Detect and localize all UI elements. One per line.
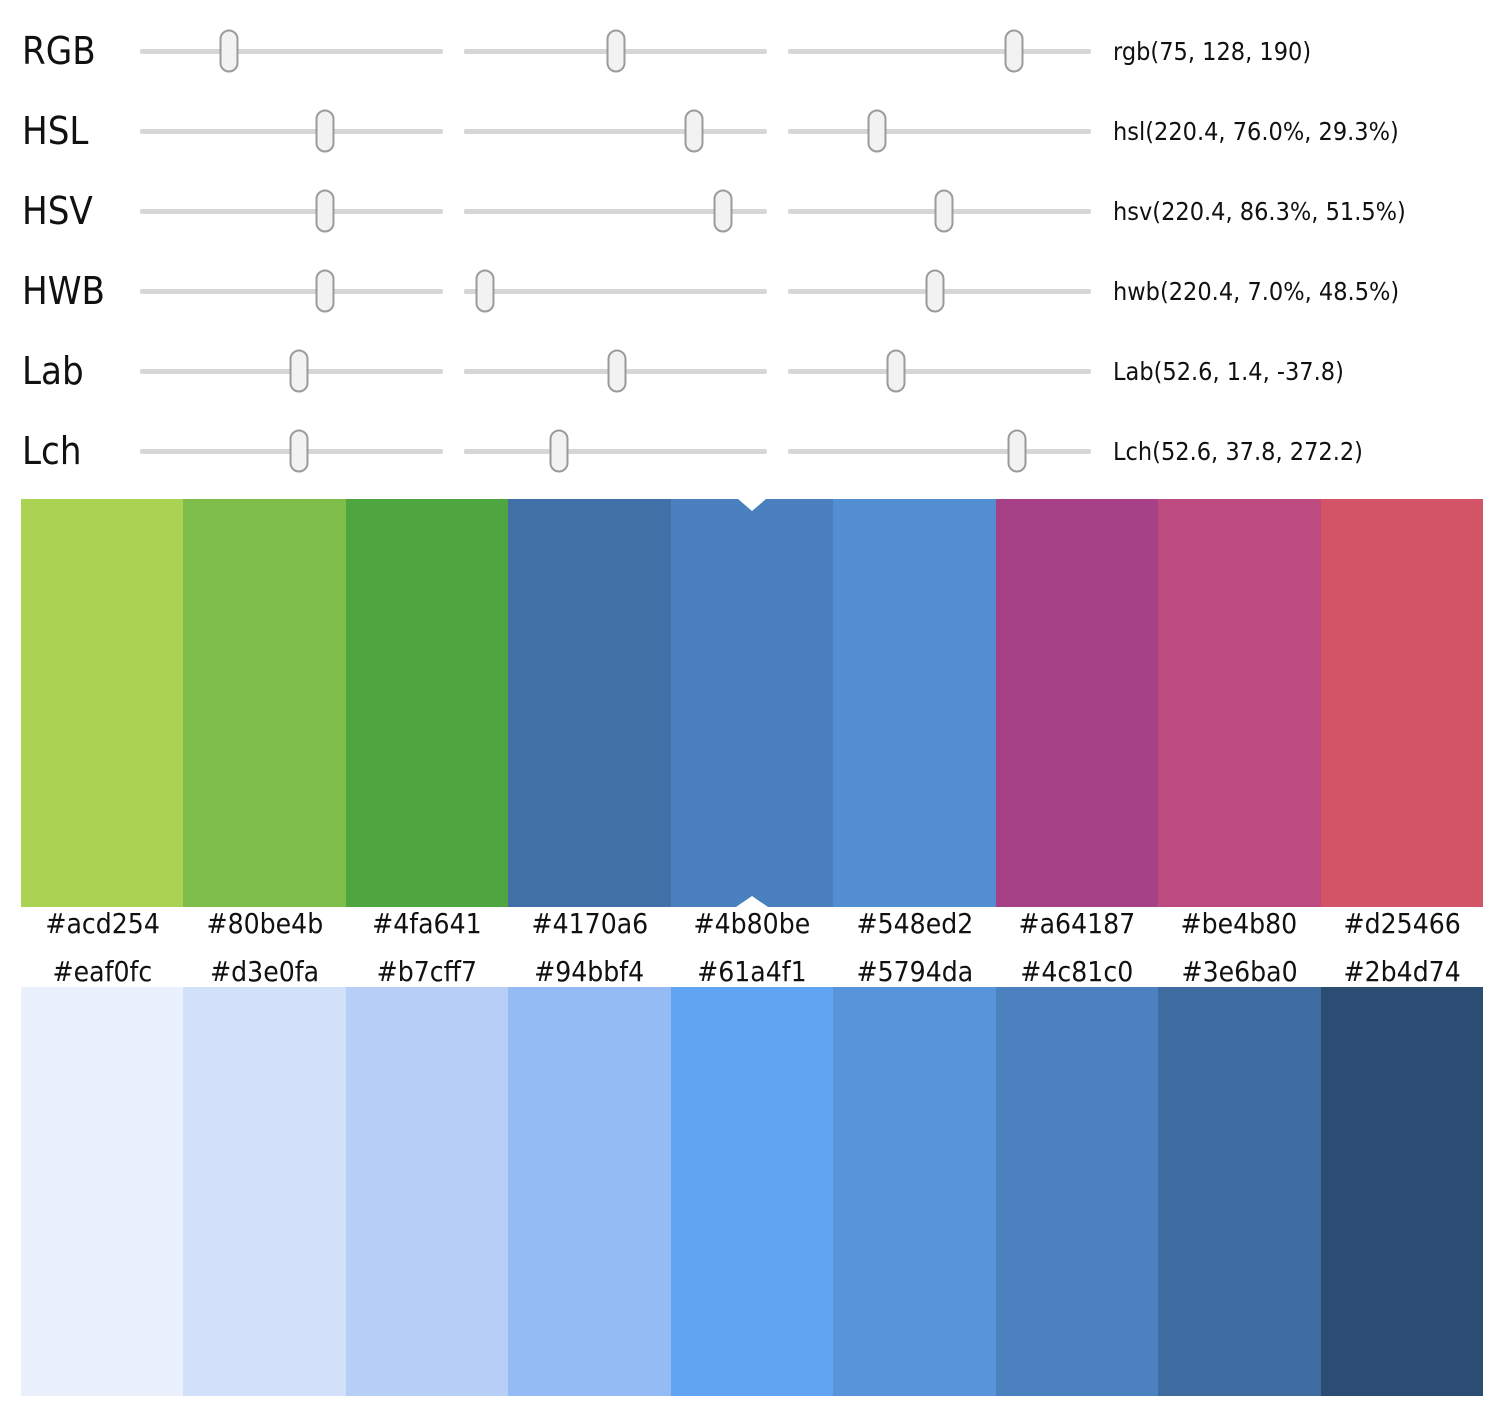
shade-swatch-2[interactable] [183, 987, 346, 1396]
slider-track-rgb-3[interactable] [788, 29, 1091, 73]
shade-swatch-6[interactable] [833, 987, 996, 1396]
slider-row-hsv: HSV hsv(220.4, 86.3%, 51.5%) [0, 171, 1501, 251]
slider-track-hsv-3[interactable] [788, 189, 1091, 233]
slider-thumb-rgb-2[interactable] [606, 29, 626, 73]
slider-row-hsl: HSL hsl(220.4, 76.0%, 29.3%) [0, 91, 1501, 171]
slider-track-lab-2[interactable] [464, 349, 767, 393]
main-swatch-2[interactable] [183, 499, 346, 907]
color-value-hsv: hsv(220.4, 86.3%, 51.5%) [1113, 196, 1406, 226]
slider-track-hsv-2[interactable] [464, 189, 767, 233]
selected-color-marker-top [737, 499, 766, 511]
color-value-hwb: hwb(220.4, 7.0%, 48.5%) [1113, 276, 1400, 306]
slider-track-hwb-1[interactable] [140, 269, 443, 313]
slider-track-lab-3[interactable] [788, 349, 1091, 393]
shade-hex-label-9: #2b4d74 [1343, 954, 1461, 988]
slider-thumb-hsv-2[interactable] [713, 189, 733, 233]
slider-thumb-lch-3[interactable] [1007, 429, 1027, 473]
color-value-lab: Lab(52.6, 1.4, -37.8) [1113, 356, 1344, 386]
main-swatch-9[interactable] [1320, 499, 1483, 907]
colorspace-label-hsv: HSV [22, 189, 93, 233]
shade-hex-label-6: #5794da [856, 954, 973, 988]
slider-thumb-lab-1[interactable] [289, 349, 309, 393]
shade-hex-label-2: #d3e0fa [210, 954, 320, 988]
selected-color-marker-bottom [735, 896, 768, 907]
slider-thumb-hwb-3[interactable] [925, 269, 945, 313]
slider-track-lch-1[interactable] [140, 429, 443, 473]
slider-thumb-lch-1[interactable] [289, 429, 309, 473]
slider-thumb-hsl-3[interactable] [867, 109, 887, 153]
main-hex-label-1: #acd254 [44, 906, 160, 940]
main-swatch-5[interactable] [670, 499, 834, 907]
slider-thumb-lch-2[interactable] [549, 429, 569, 473]
slider-track-hsl-2[interactable] [464, 109, 767, 153]
slider-thumb-lab-2[interactable] [607, 349, 627, 393]
main-hex-label-8: #be4b80 [1180, 906, 1298, 940]
slider-row-lab: Lab Lab(52.6, 1.4, -37.8) [0, 331, 1501, 411]
main-palette-strip [21, 499, 1483, 907]
slider-track-hsv-1[interactable] [140, 189, 443, 233]
slider-row-lch: Lch Lch(52.6, 37.8, 272.2) [0, 411, 1501, 491]
main-swatch-8[interactable] [1158, 499, 1321, 907]
main-swatch-1[interactable] [21, 499, 184, 907]
main-hex-label-6: #548ed2 [856, 906, 973, 940]
color-value-rgb: rgb(75, 128, 190) [1113, 36, 1312, 66]
slider-row-rgb: RGB rgb(75, 128, 190) [0, 11, 1501, 91]
main-swatch-6[interactable] [833, 499, 996, 907]
shade-swatch-8[interactable] [1158, 987, 1321, 1396]
slider-thumb-hwb-2[interactable] [475, 269, 495, 313]
colorspace-label-lab: Lab [22, 349, 84, 393]
slider-track-hwb-3[interactable] [788, 269, 1091, 313]
main-swatch-3[interactable] [345, 499, 509, 907]
shade-hex-label-5: #61a4f1 [697, 954, 807, 988]
shade-hex-label-4: #94bbf4 [534, 954, 645, 988]
main-swatch-4[interactable] [508, 499, 671, 907]
slider-thumb-rgb-1[interactable] [219, 29, 239, 73]
shade-palette-strip [21, 987, 1483, 1396]
shade-hex-label-7: #4c81c0 [1020, 954, 1134, 988]
main-hex-label-2: #80be4b [206, 906, 324, 940]
main-hex-label-4: #4170a6 [531, 906, 648, 940]
colorspace-label-hsl: HSL [22, 109, 89, 153]
slider-track-lab-1[interactable] [140, 349, 443, 393]
slider-track-hwb-2[interactable] [464, 269, 767, 313]
colorspace-label-hwb: HWB [22, 269, 105, 313]
slider-track-rgb-1[interactable] [140, 29, 443, 73]
shade-swatch-4[interactable] [508, 987, 671, 1396]
shade-hex-label-8: #3e6ba0 [1181, 954, 1298, 988]
colorspace-label-rgb: RGB [22, 29, 96, 73]
slider-thumb-hsl-1[interactable] [315, 109, 335, 153]
color-value-hsl: hsl(220.4, 76.0%, 29.3%) [1113, 116, 1399, 146]
shade-swatch-7[interactable] [995, 987, 1159, 1396]
shade-palette-hex-labels: #eaf0fc #d3e0fa #b7cff7 #94bbf4 #61a4f1 #5794… [21, 953, 1483, 989]
slider-thumb-lab-3[interactable] [886, 349, 906, 393]
slider-thumb-hwb-1[interactable] [315, 269, 335, 313]
shade-hex-label-3: #b7cff7 [376, 954, 478, 988]
color-value-lch: Lch(52.6, 37.8, 272.2) [1113, 436, 1363, 466]
slider-track-hsl-3[interactable] [788, 109, 1091, 153]
slider-track-rgb-2[interactable] [464, 29, 767, 73]
slider-thumb-hsl-2[interactable] [684, 109, 704, 153]
colorspace-label-lch: Lch [22, 429, 82, 473]
slider-track-lch-2[interactable] [464, 429, 767, 473]
shade-hex-label-1: #eaf0fc [52, 954, 153, 988]
shade-swatch-3[interactable] [345, 987, 509, 1396]
main-hex-label-5: #4b80be [693, 906, 811, 940]
main-hex-label-7: #a64187 [1018, 906, 1136, 940]
slider-row-hwb: HWB hwb(220.4, 7.0%, 48.5%) [0, 251, 1501, 331]
main-swatch-7[interactable] [995, 499, 1159, 907]
slider-thumb-hsv-3[interactable] [934, 189, 954, 233]
slider-track-lch-3[interactable] [788, 429, 1091, 473]
shade-swatch-1[interactable] [21, 987, 184, 1396]
main-hex-label-3: #4fa641 [372, 906, 482, 940]
slider-thumb-hsv-1[interactable] [315, 189, 335, 233]
shade-swatch-9[interactable] [1320, 987, 1483, 1396]
slider-panel: RGB rgb(75, 128, 190) HSL hsl(220.4, 76.… [0, 11, 1501, 491]
shade-swatch-5[interactable] [670, 987, 834, 1396]
slider-track-hsl-1[interactable] [140, 109, 443, 153]
main-hex-label-9: #d25466 [1343, 906, 1461, 940]
main-palette-hex-labels: #acd254 #80be4b #4fa641 #4170a6 #4b80be #548e… [21, 905, 1483, 941]
slider-thumb-rgb-3[interactable] [1004, 29, 1024, 73]
